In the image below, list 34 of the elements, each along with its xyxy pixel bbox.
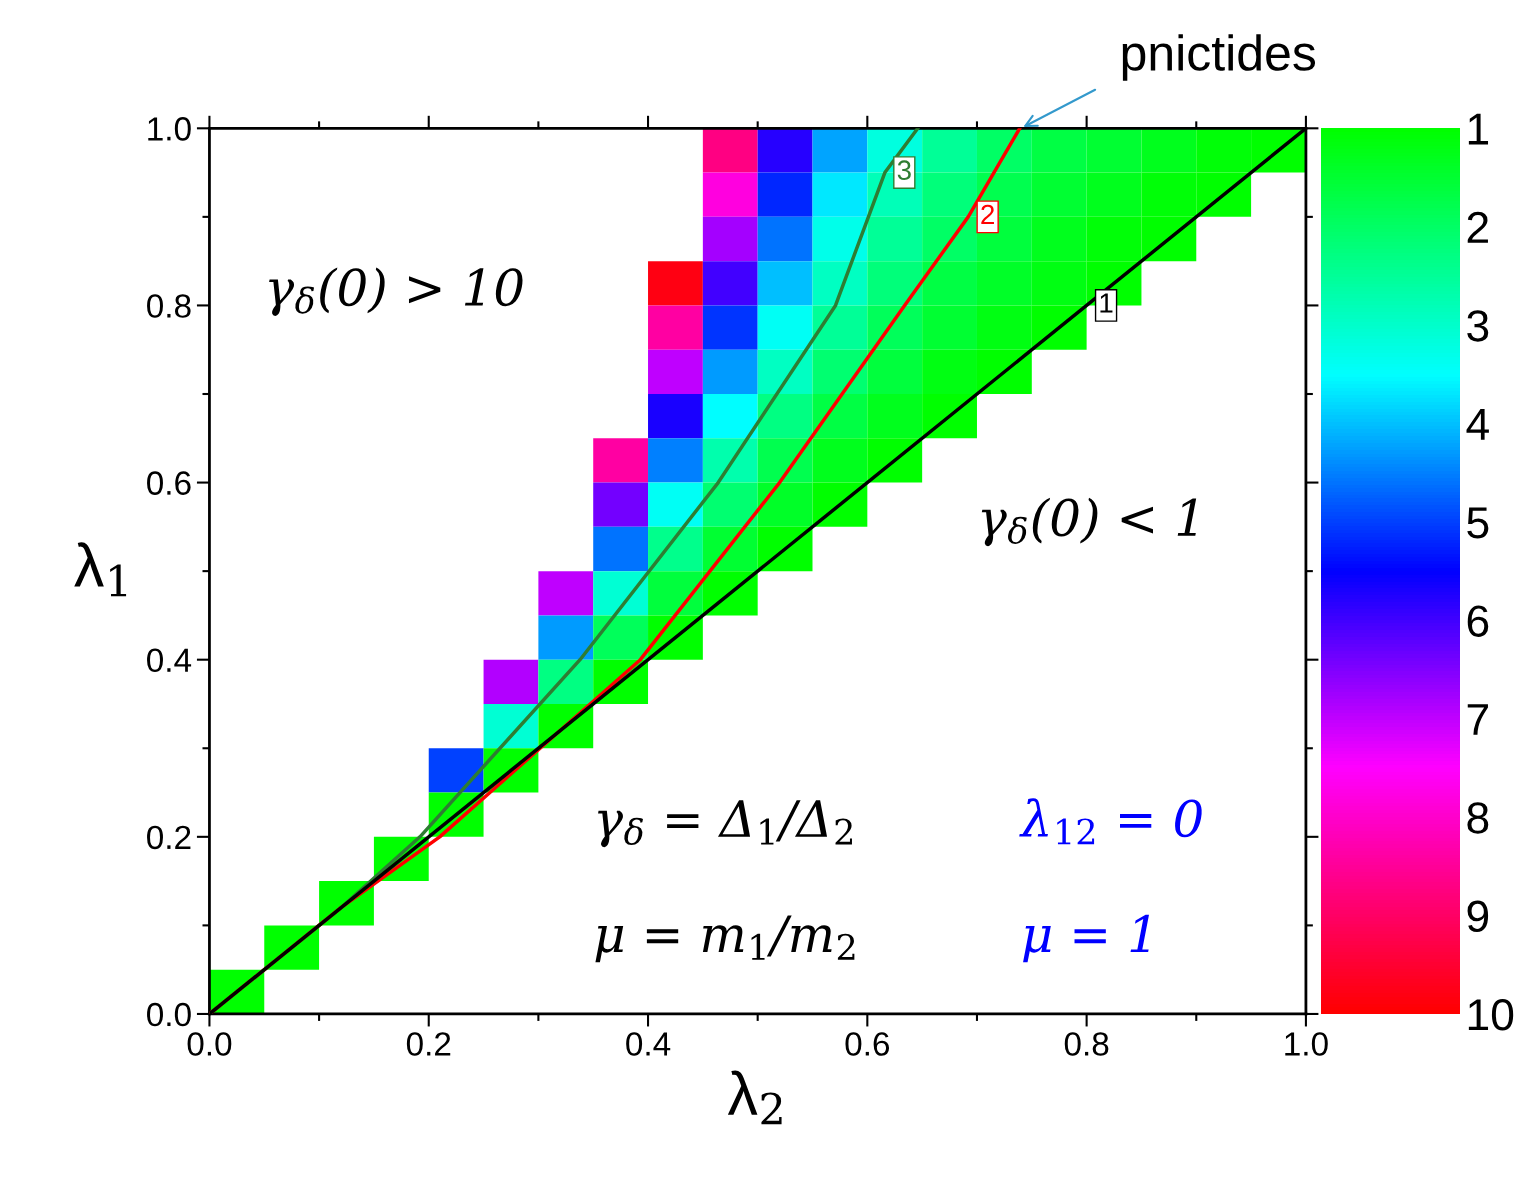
annotation: γ$_{δ}$ = Δ$_{1}$/Δ$_{2}$: [598, 800, 852, 848]
color-bar-label: 8: [1467, 802, 1489, 834]
annotation: λ$_{12}$ = 0: [1019, 798, 1202, 845]
x-tick-label: 0.4: [626, 1032, 671, 1056]
series-label: 3: [897, 160, 911, 181]
color-bar-label: 6: [1467, 605, 1489, 637]
color-bar-label: 2: [1467, 211, 1488, 243]
x-axis-title: λ$_{2}$: [727, 1070, 782, 1125]
annotation: γ$_{δ}$(0) > 10: [269, 267, 523, 316]
y-tick-label: 0.4: [147, 648, 192, 673]
annotation: pnictides: [1122, 34, 1316, 81]
color-bar-label: 7: [1467, 704, 1488, 735]
y-tick-label: 0.6: [147, 471, 191, 495]
y-tick-label: 1.0: [148, 117, 191, 141]
color-bar-label: 3: [1467, 310, 1489, 342]
y-tick-label: 0.2: [147, 825, 191, 850]
series-label: 2: [981, 204, 994, 225]
series-label: 1: [1100, 293, 1113, 313]
color-bar-label: 4: [1466, 409, 1489, 440]
y-axis-title: λ$_{1}$: [74, 542, 127, 597]
annotation: μ = 1: [1023, 914, 1149, 963]
color-bar-label: 9: [1467, 900, 1489, 933]
color-bar-label: 1: [1468, 113, 1489, 145]
color-bar-label: 10: [1468, 999, 1514, 1031]
x-tick-label: 0.2: [406, 1032, 451, 1056]
x-tick-label: 0.0: [187, 1032, 232, 1056]
annotation: μ = m$_{1}$/m$_{2}$: [595, 915, 855, 963]
annotation: γ$_{δ}$(0) < 1: [981, 497, 1197, 547]
x-tick-label: 0.6: [845, 1032, 890, 1056]
x-tick-label: 1.0: [1285, 1032, 1328, 1056]
y-tick-label: 0.8: [147, 294, 191, 318]
x-tick-label: 0.8: [1064, 1032, 1109, 1056]
color-bar-label: 5: [1467, 507, 1489, 539]
y-tick-label: 0.0: [147, 1002, 191, 1027]
